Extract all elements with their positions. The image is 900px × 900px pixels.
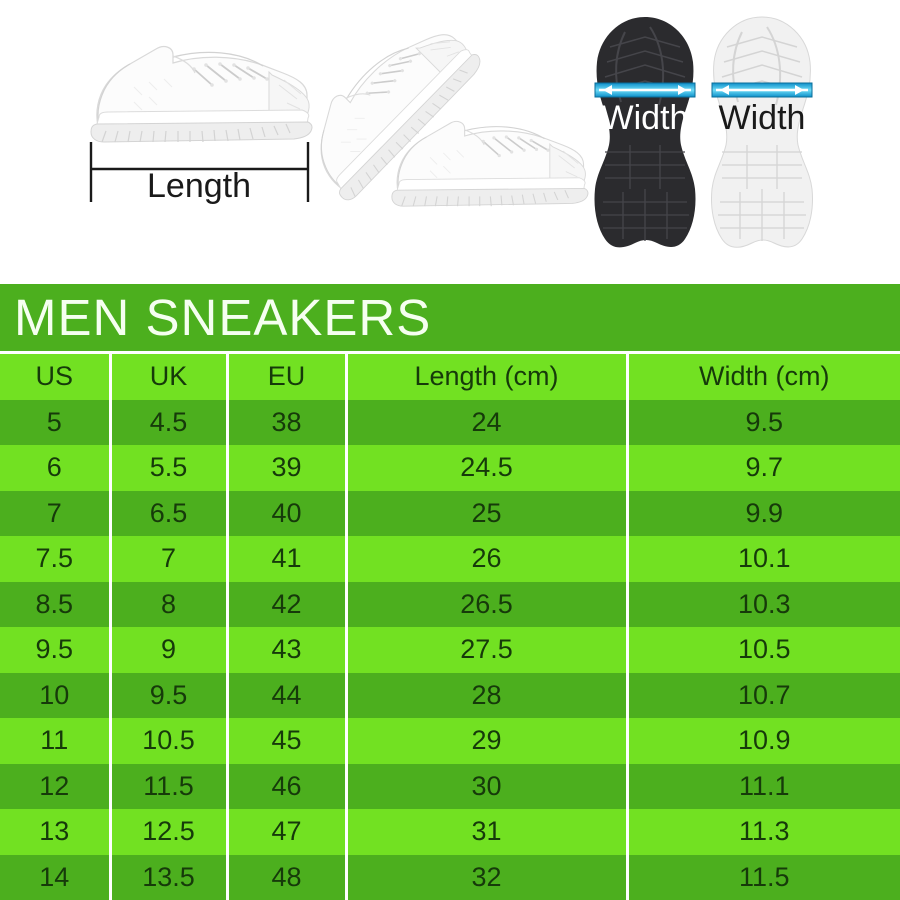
svg-text:Length: Length <box>147 167 251 205</box>
svg-text:Width: Width <box>719 99 806 137</box>
svg-text:Width: Width <box>602 99 689 137</box>
